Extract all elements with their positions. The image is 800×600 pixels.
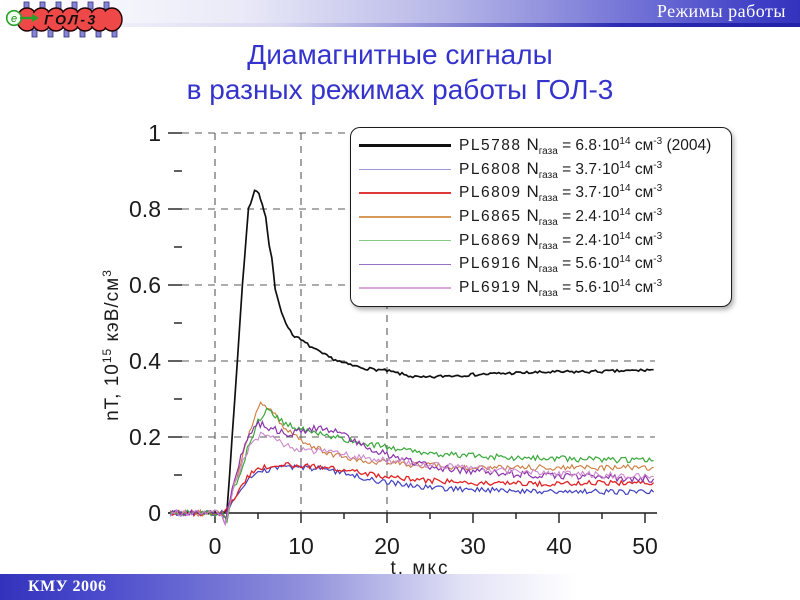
tick-labels: 0 10 20 30 40 50 0 0.2 0.4 0.6 0.8 1 bbox=[129, 120, 658, 559]
signal-chart: 0 10 20 30 40 50 0 0.2 0.4 0.6 0.8 1 bbox=[129, 120, 658, 559]
axes bbox=[168, 132, 657, 523]
svg-text:0.6: 0.6 bbox=[129, 272, 161, 298]
svg-text:1: 1 bbox=[148, 120, 161, 146]
svg-text:0: 0 bbox=[148, 500, 161, 526]
legend-line-sample bbox=[359, 168, 451, 171]
svg-text:0: 0 bbox=[209, 533, 222, 559]
slide-title-line1: Диамагнитные сигналы bbox=[247, 39, 553, 70]
legend-line-sample bbox=[359, 144, 451, 148]
curves bbox=[169, 189, 655, 527]
legend-item: PL6865 Nгаза = 2.4·1014 см-3 bbox=[359, 205, 723, 228]
legend-line-sample bbox=[359, 287, 451, 289]
legend-item: PL6919 Nгаза = 5.6·1014 см-3 bbox=[359, 277, 723, 300]
legend-item: PL6808 Nгаза = 3.7·1014 см-3 bbox=[359, 158, 723, 181]
slide-title: Диамагнитные сигналы в разных режимах ра… bbox=[0, 37, 800, 107]
logo-text: ГОЛ-3 bbox=[44, 12, 98, 28]
curve-PL6869 bbox=[169, 407, 654, 524]
electron-beam-icon: e bbox=[5, 9, 39, 27]
legend-line-sample bbox=[359, 263, 451, 266]
legend-line-sample bbox=[359, 216, 451, 218]
shot-label: PL6869 bbox=[459, 231, 522, 249]
svg-text:20: 20 bbox=[374, 533, 400, 559]
chart-legend: PL5788 Nгаза = 6.8·1014 см-3 (2004) PL680… bbox=[350, 127, 732, 307]
x-axis-title: t, мкс bbox=[390, 558, 450, 579]
curve-PL6808 bbox=[169, 464, 655, 518]
curve-PL6809 bbox=[169, 461, 655, 518]
shot-label: PL6916 bbox=[459, 255, 522, 273]
legend-item: PL6916 Nгаза = 5.6·1014 см-3 bbox=[359, 253, 723, 276]
curve-PL6865 bbox=[169, 401, 654, 520]
shot-label: PL6919 bbox=[459, 279, 522, 297]
chart-area: 0 10 20 30 40 50 0 0.2 0.4 0.6 0.8 1 bbox=[95, 110, 755, 580]
curve-PL6919 bbox=[169, 431, 654, 527]
svg-text:0.4: 0.4 bbox=[129, 348, 161, 374]
legend-item: PL6869 Nгаза = 2.4·1014 см-3 bbox=[359, 229, 723, 252]
gol3-logo: e ГОЛ-3 bbox=[5, 1, 123, 38]
svg-text:40: 40 bbox=[546, 533, 572, 559]
svg-text:0.2: 0.2 bbox=[129, 424, 161, 450]
y-axis-title: nT, 1015 кэВ/см3 bbox=[99, 269, 124, 421]
legend-line-sample bbox=[359, 192, 451, 195]
shot-label: PL5788 bbox=[459, 136, 522, 154]
legend-item: PL5788 Nгаза = 6.8·1014 см-3 (2004) bbox=[359, 134, 723, 157]
header-bar: Режимы работы bbox=[0, 0, 800, 27]
footer-label: КМУ 2006 bbox=[28, 578, 107, 595]
shot-label: PL6865 bbox=[459, 207, 522, 225]
footer-bar: КМУ 2006 bbox=[0, 574, 800, 600]
electron-label: e bbox=[11, 13, 17, 25]
svg-text:0.8: 0.8 bbox=[129, 196, 161, 222]
legend-line-sample bbox=[359, 239, 451, 242]
slide-title-line2: в разных режимах работы ГОЛ-3 bbox=[186, 74, 614, 105]
shot-label: PL6809 bbox=[459, 184, 522, 202]
legend-item: PL6809 Nгаза = 3.7·1014 см-3 bbox=[359, 182, 723, 205]
svg-text:50: 50 bbox=[632, 533, 658, 559]
svg-text:10: 10 bbox=[288, 533, 314, 559]
shot-label: PL6808 bbox=[459, 160, 522, 178]
curve-PL5788 bbox=[170, 189, 654, 516]
header-label: Режимы работы bbox=[656, 1, 786, 21]
plasma-tube-icon bbox=[16, 7, 123, 32]
svg-text:30: 30 bbox=[460, 533, 486, 559]
